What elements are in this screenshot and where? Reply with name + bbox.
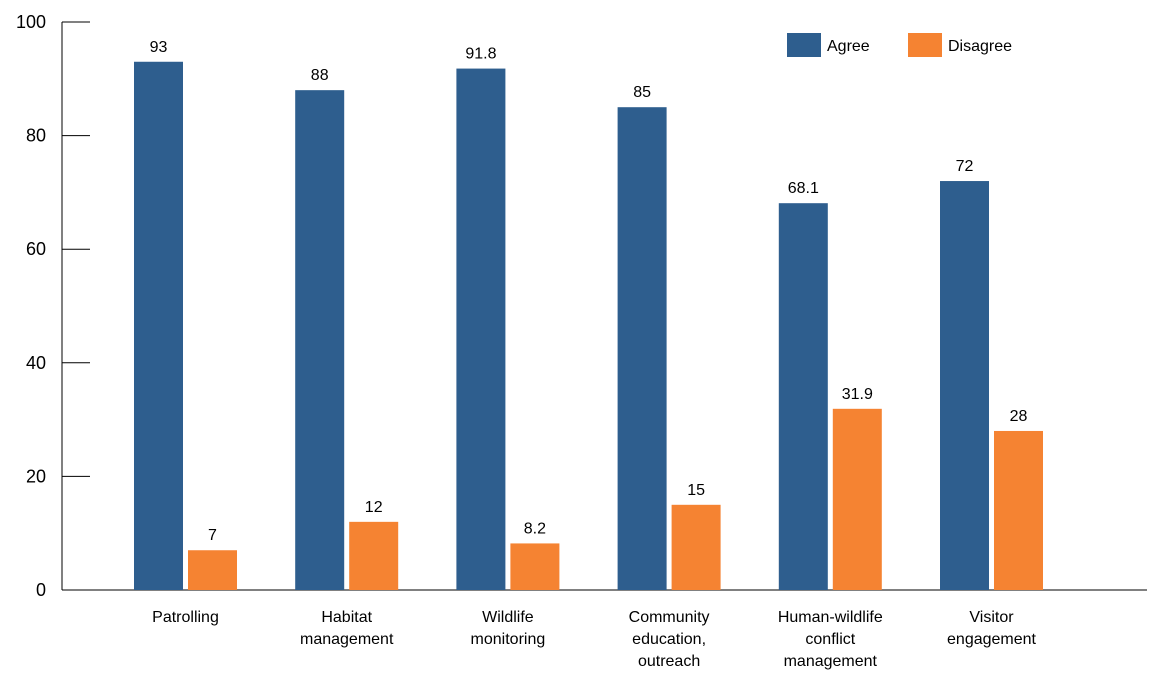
bar-disagree: [349, 521, 399, 590]
category-labels: Patrolling Habitat management Wildlife monit…: [152, 609, 1036, 670]
y-tick-label: 60: [26, 239, 46, 259]
bar-disagree: [188, 550, 237, 590]
y-tick-label: 20: [26, 466, 46, 486]
x-tick-label: Patrolling: [152, 609, 219, 626]
x-tick-label: Human-wildlife: [778, 609, 883, 626]
data-label: 7: [208, 527, 217, 544]
legend-swatch-disagree: [908, 33, 942, 57]
x-tick-label: Community: [629, 609, 710, 626]
x-tick-label: education,: [632, 631, 706, 648]
bar-agree: [456, 68, 506, 591]
data-label: 85: [633, 84, 651, 101]
x-tick-label: Habitat: [321, 609, 372, 626]
x-tick-label: conflict: [805, 631, 855, 648]
x-tick-label: engagement: [947, 631, 1037, 648]
data-label: 8.2: [524, 520, 546, 537]
legend: Agree Disagree: [787, 33, 1012, 57]
x-tick-label: monitoring: [471, 631, 546, 648]
legend-label: Agree: [827, 38, 870, 55]
y-tick-label: 100: [16, 12, 46, 32]
bar-disagree: [994, 430, 1043, 590]
legend-label: Disagree: [948, 38, 1012, 55]
bar-agree: [778, 203, 828, 590]
data-label: 12: [365, 499, 383, 516]
data-label: 28: [1010, 408, 1028, 425]
bar-disagree: [671, 504, 721, 590]
bar-disagree: [832, 408, 882, 590]
y-tick-label: 0: [36, 580, 46, 600]
data-label: 31.9: [842, 386, 873, 403]
y-tick-label: 80: [26, 126, 46, 146]
data-label: 93: [150, 39, 168, 56]
bar-agree: [295, 90, 345, 590]
data-label: 15: [687, 482, 705, 499]
x-tick-label: management: [300, 631, 394, 648]
x-tick-label: management: [784, 653, 878, 670]
bar-agree: [617, 107, 667, 590]
legend-swatch-agree: [787, 33, 821, 57]
data-label: 91.8: [465, 46, 496, 63]
x-tick-label: outreach: [638, 653, 700, 670]
bars: [134, 61, 1043, 591]
x-tick-label: Visitor: [969, 609, 1014, 626]
bar-agree: [134, 61, 183, 590]
y-tick-label: 40: [26, 353, 46, 373]
data-label: 88: [311, 67, 329, 84]
bar-agree: [940, 181, 989, 591]
y-axis: 0 20 40 60 80 100: [16, 12, 90, 600]
data-label: 72: [956, 158, 974, 175]
data-labels: 93 7 88 12 91.8 8.2 85 15 68.1 31.9 72 28: [150, 39, 1028, 544]
data-label: 68.1: [788, 180, 819, 197]
bar-disagree: [510, 543, 560, 590]
x-tick-label: Wildlife: [482, 609, 534, 626]
